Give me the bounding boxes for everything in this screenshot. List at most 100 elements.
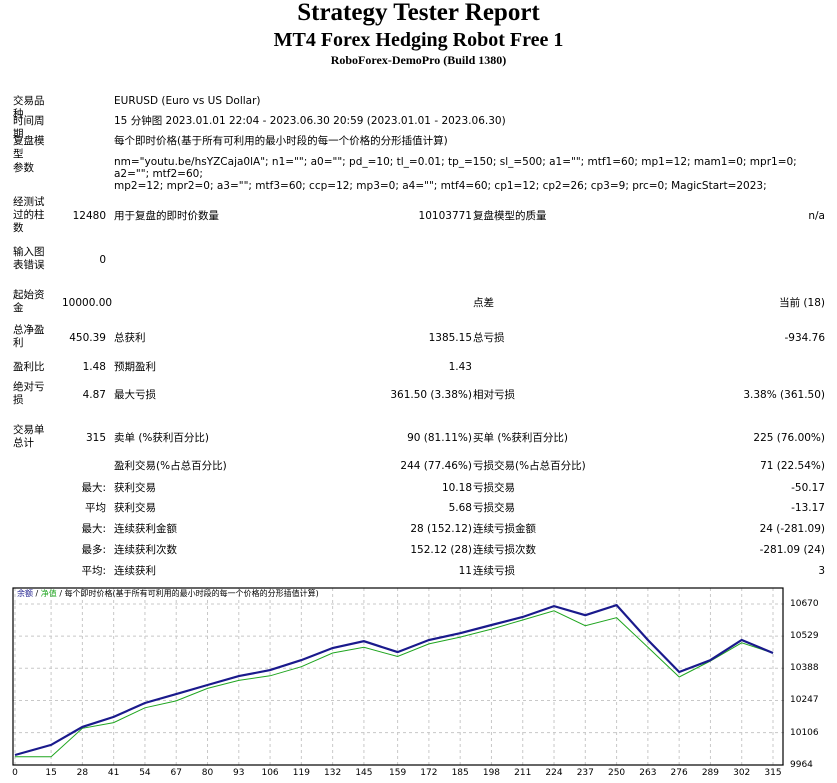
gross-profit-label: 总获利 [114,332,146,344]
total-trades-label: 交易单总计 [13,424,45,449]
x-tick-label: 172 [420,768,438,778]
expected-payoff-label: 预期盈利 [114,361,156,373]
x-tick-label: 315 [764,768,782,778]
avg-loss-label: 亏损交易 [473,502,515,514]
legend-sep-2: / [56,589,65,598]
x-tick-label: 41 [107,768,120,778]
y-tick-label: 9964 [790,760,813,770]
max-consec-wins-label: 连续获利金额 [114,523,177,535]
x-tick-label: 198 [482,768,501,778]
period-value: 15 分钟图 2023.01.01 22:04 - 2023.06.30 20:… [114,115,506,127]
x-tick-label: 185 [451,768,469,778]
avg-consec-wins-label: 连续获利 [114,565,156,577]
x-tick-label: 119 [292,768,310,778]
x-tick-label: 289 [701,768,720,778]
loss-trades-value: 71 (22.54%) [760,460,825,472]
net-profit-label: 总净盈利 [13,324,45,349]
net-profit-value: 450.39 [69,332,106,344]
avg-consec-losses-value: 3 [818,565,825,577]
spread-label: 点差 [473,297,494,309]
abs-dd-value: 4.87 [82,389,106,401]
quality-label: 复盘模型的质量 [473,210,547,222]
max-dd-label: 最大亏损 [114,389,156,401]
report-title: Strategy Tester Report [297,0,540,26]
x-tick-label: 211 [514,768,532,778]
bars-label: 经测试过的柱数 [13,196,45,234]
x-tick-label: 132 [324,768,342,778]
profit-factor-value: 1.48 [82,361,106,373]
params-line-2: mp2=12; mpr2=0; a3=""; mtf3=60; ccp=12; … [114,180,767,192]
period-label: 时间周期 [13,115,45,140]
profit-factor-label: 盈利比 [13,361,45,373]
x-tick-label: 263 [639,768,657,778]
maximal-consec-profit-label: 连续获利次数 [114,544,177,556]
largest-loss-label: 亏损交易 [473,482,515,494]
x-tick-label: 302 [733,768,751,778]
largest-profit-label: 获利交易 [114,482,156,494]
drawdown-row: 绝对亏损 4.87 最大亏损 361.50 (3.38%) 相对亏损 3.38%… [0,381,837,409]
x-tick-label: 159 [389,768,407,778]
x-tick-label: 237 [576,768,594,778]
deposit-value: 10000.00 [62,297,113,309]
abs-dd-label: 绝对亏损 [13,381,45,406]
chart-legend: 余额 / 净值 / 每个即时价格(基于所有可利用的最小时段的每一个价格的分形插值… [17,589,319,599]
max-consec-wins-value: 28 (152.12) [410,523,472,535]
rel-dd-label: 相对亏损 [473,389,515,401]
bars-row: 经测试过的柱数 12480 用于复盘的即时价数量 10103771 复盘模型的质… [0,196,837,236]
chart-frame [12,587,784,766]
params-line-1: nm="youtu.be/hsYZCaja0lA"; n1=""; a0="";… [114,156,797,180]
server-info: RoboForex-DemoPro (Build 1380) [330,53,507,67]
errors-label: 输入图表错误 [13,246,45,271]
errors-value: 0 [99,254,106,266]
errors-row: 输入图表错误 0 [0,246,837,274]
bars-value: 12480 [72,210,106,222]
y-tick-label: 10670 [790,599,819,609]
symbol-label: 交易品种 [13,95,45,120]
x-tick-label: 93 [233,768,245,778]
loss-trades-label: 亏损交易(%占总百分比) [473,460,586,472]
profit-trades-label: 盈利交易(%占总百分比) [114,460,227,472]
ea-name: MT4 Forex Hedging Robot Free 1 [273,29,564,51]
x-tick-label: 80 [201,768,214,778]
symbol-value: EURUSD (Euro vs US Dollar) [114,95,261,107]
gross-loss-label: 总亏损 [473,332,505,344]
x-tick-label: 54 [139,768,151,778]
rel-dd-value: 3.38% (361.50) [743,389,825,401]
net-profit-row: 总净盈利 450.39 总获利 1385.15 总亏损 -934.76 [0,324,837,352]
avg-loss-value: -13.17 [791,502,825,514]
avg-profit-label: 获利交易 [114,502,156,514]
total-trades-row: 交易单总计 315 卖单 (%获利百分比) 90 (81.11%) 买单 (%获… [0,424,837,452]
profit-trades-value: 244 (77.46%) [400,460,472,472]
x-tick-label: 106 [261,768,279,778]
chart-grid [13,588,787,768]
short-label: 卖单 (%获利百分比) [114,432,210,444]
params-label: 参数 [13,162,34,174]
largest-prefix: 最大: [81,482,106,494]
max-consec-losses-value: 24 (-281.09) [759,523,825,535]
x-tick-label: 28 [76,768,89,778]
short-value: 90 (81.11%) [407,432,472,444]
maximal-consec-loss-value: -281.09 (24) [759,544,825,556]
y-tick-label: 10106 [790,727,819,738]
y-tick-label: 10247 [790,695,819,706]
ticks-value: 10103771 [418,210,472,222]
x-tick-label: 15 [45,768,57,778]
legend-equity: 净值 [40,589,57,598]
legend-model: 每个即时价格(基于所有可利用的最小时段的每一个价格的分形插值计算) [64,589,319,598]
long-label: 买单 (%获利百分比) [473,432,569,444]
spread-value: 当前 (18) [779,297,825,309]
balance-line [14,603,774,757]
gross-loss-value: -934.76 [784,332,825,344]
avg-consec-losses-label: 连续亏损 [473,565,515,577]
x-tick-label: 224 [545,768,563,778]
gross-profit-value: 1385.15 [428,332,472,344]
y-tick-label: 10529 [790,631,819,642]
legend-balance: 余额 [17,589,33,598]
expected-payoff-value: 1.43 [448,361,472,373]
equity-line [15,610,774,758]
deposit-row: 起始资金 10000.00 点差 当前 (18) [0,289,837,317]
avg-consec-prefix: 平均: [81,565,106,577]
ticks-label: 用于复盘的即时价数量 [114,210,219,222]
model-value: 每个即时价格(基于所有可利用的最小时段的每一个价格的分形插值计算) [114,135,448,147]
total-trades-value: 315 [85,432,106,444]
